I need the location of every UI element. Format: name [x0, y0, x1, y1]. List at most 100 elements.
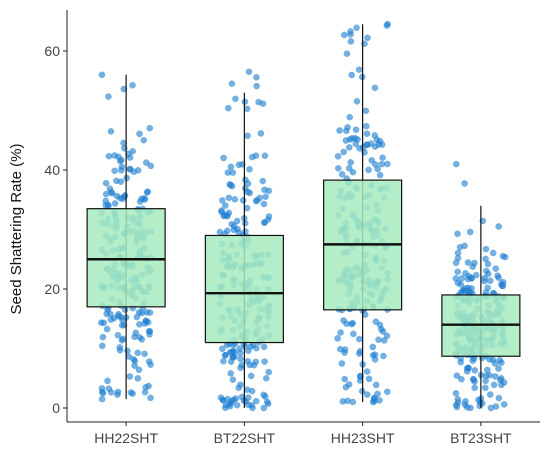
data-point: [334, 164, 342, 172]
data-point: [495, 274, 502, 282]
data-point: [383, 22, 391, 29]
data-point: [471, 366, 479, 374]
data-point: [343, 320, 350, 328]
data-point: [371, 161, 379, 168]
data-point: [343, 50, 351, 58]
data-point: [102, 190, 110, 198]
data-point: [372, 318, 380, 326]
data-point: [119, 335, 127, 343]
data-point: [462, 287, 469, 295]
y-tick-label: 0: [52, 400, 60, 416]
data-point: [264, 216, 272, 223]
y-tick-label: 20: [44, 281, 60, 297]
x-tick-label: BT23SHT: [450, 430, 512, 446]
data-point: [232, 95, 239, 103]
data-point: [228, 80, 236, 88]
data-point: [347, 31, 354, 38]
data-point: [233, 217, 241, 225]
data-point: [377, 325, 385, 333]
data-point: [253, 73, 260, 81]
data-point: [344, 123, 351, 131]
data-point: [476, 402, 484, 410]
data-point: [226, 181, 234, 188]
data-point: [142, 159, 150, 166]
data-point: [104, 306, 111, 314]
data-point: [495, 365, 502, 372]
data-point: [350, 330, 357, 338]
data-point: [364, 34, 371, 42]
data-point: [260, 404, 268, 412]
data-point: [265, 187, 273, 195]
data-point: [245, 68, 253, 76]
data-point: [220, 154, 227, 162]
x-tick-label: HH23SHT: [331, 430, 395, 446]
data-point: [383, 388, 391, 396]
data-point: [253, 196, 261, 204]
data-point: [336, 345, 344, 353]
data-point: [244, 394, 252, 401]
data-point: [260, 200, 268, 208]
data-point: [349, 168, 357, 176]
data-point: [362, 122, 370, 130]
data-point: [223, 227, 231, 235]
data-point: [500, 401, 508, 408]
data-point: [338, 170, 346, 178]
data-point: [341, 375, 349, 383]
data-point: [102, 179, 110, 187]
data-point: [262, 374, 270, 382]
boxes-layer: [86, 24, 521, 408]
data-point: [117, 178, 125, 186]
data-point: [380, 352, 387, 360]
data-point: [105, 385, 113, 393]
data-point: [482, 245, 490, 253]
data-point: [106, 185, 114, 193]
data-point: [471, 384, 479, 392]
data-point: [221, 352, 229, 359]
data-point: [468, 275, 476, 282]
data-point: [362, 107, 370, 115]
data-point: [133, 313, 141, 321]
y-tick-label: 60: [44, 43, 60, 59]
data-point: [117, 166, 125, 174]
data-point: [371, 84, 379, 92]
data-point: [342, 137, 350, 144]
data-point: [347, 159, 355, 166]
data-point: [124, 347, 131, 355]
data-point: [334, 335, 341, 342]
data-point: [226, 348, 234, 356]
data-point: [241, 219, 249, 227]
data-point: [252, 152, 260, 160]
data-point: [221, 202, 229, 209]
data-point: [237, 364, 244, 372]
data-point: [224, 104, 232, 112]
data-point: [114, 388, 122, 396]
data-point: [146, 327, 154, 335]
data-point: [363, 391, 371, 398]
data-point: [246, 165, 253, 173]
x-tick-label: HH22SHT: [94, 430, 158, 446]
data-point: [219, 396, 227, 404]
x-tick-label: BT22SHT: [214, 430, 276, 446]
data-point: [243, 105, 251, 113]
data-point: [484, 284, 492, 292]
data-point: [98, 385, 106, 392]
data-point: [497, 280, 505, 288]
data-point: [454, 399, 462, 406]
data-point: [104, 377, 111, 385]
data-point: [239, 197, 247, 204]
data-point: [489, 356, 497, 364]
data-point: [453, 372, 461, 380]
data-point: [370, 394, 378, 402]
data-point: [144, 318, 152, 326]
data-point: [384, 160, 391, 168]
data-point: [464, 259, 472, 266]
data-point: [135, 366, 143, 374]
data-point: [246, 361, 254, 369]
data-point: [462, 269, 469, 277]
data-point: [111, 200, 119, 207]
data-point: [138, 195, 146, 203]
data-point: [130, 355, 137, 363]
data-point: [105, 152, 113, 160]
data-point: [105, 93, 112, 100]
data-point: [147, 361, 154, 369]
